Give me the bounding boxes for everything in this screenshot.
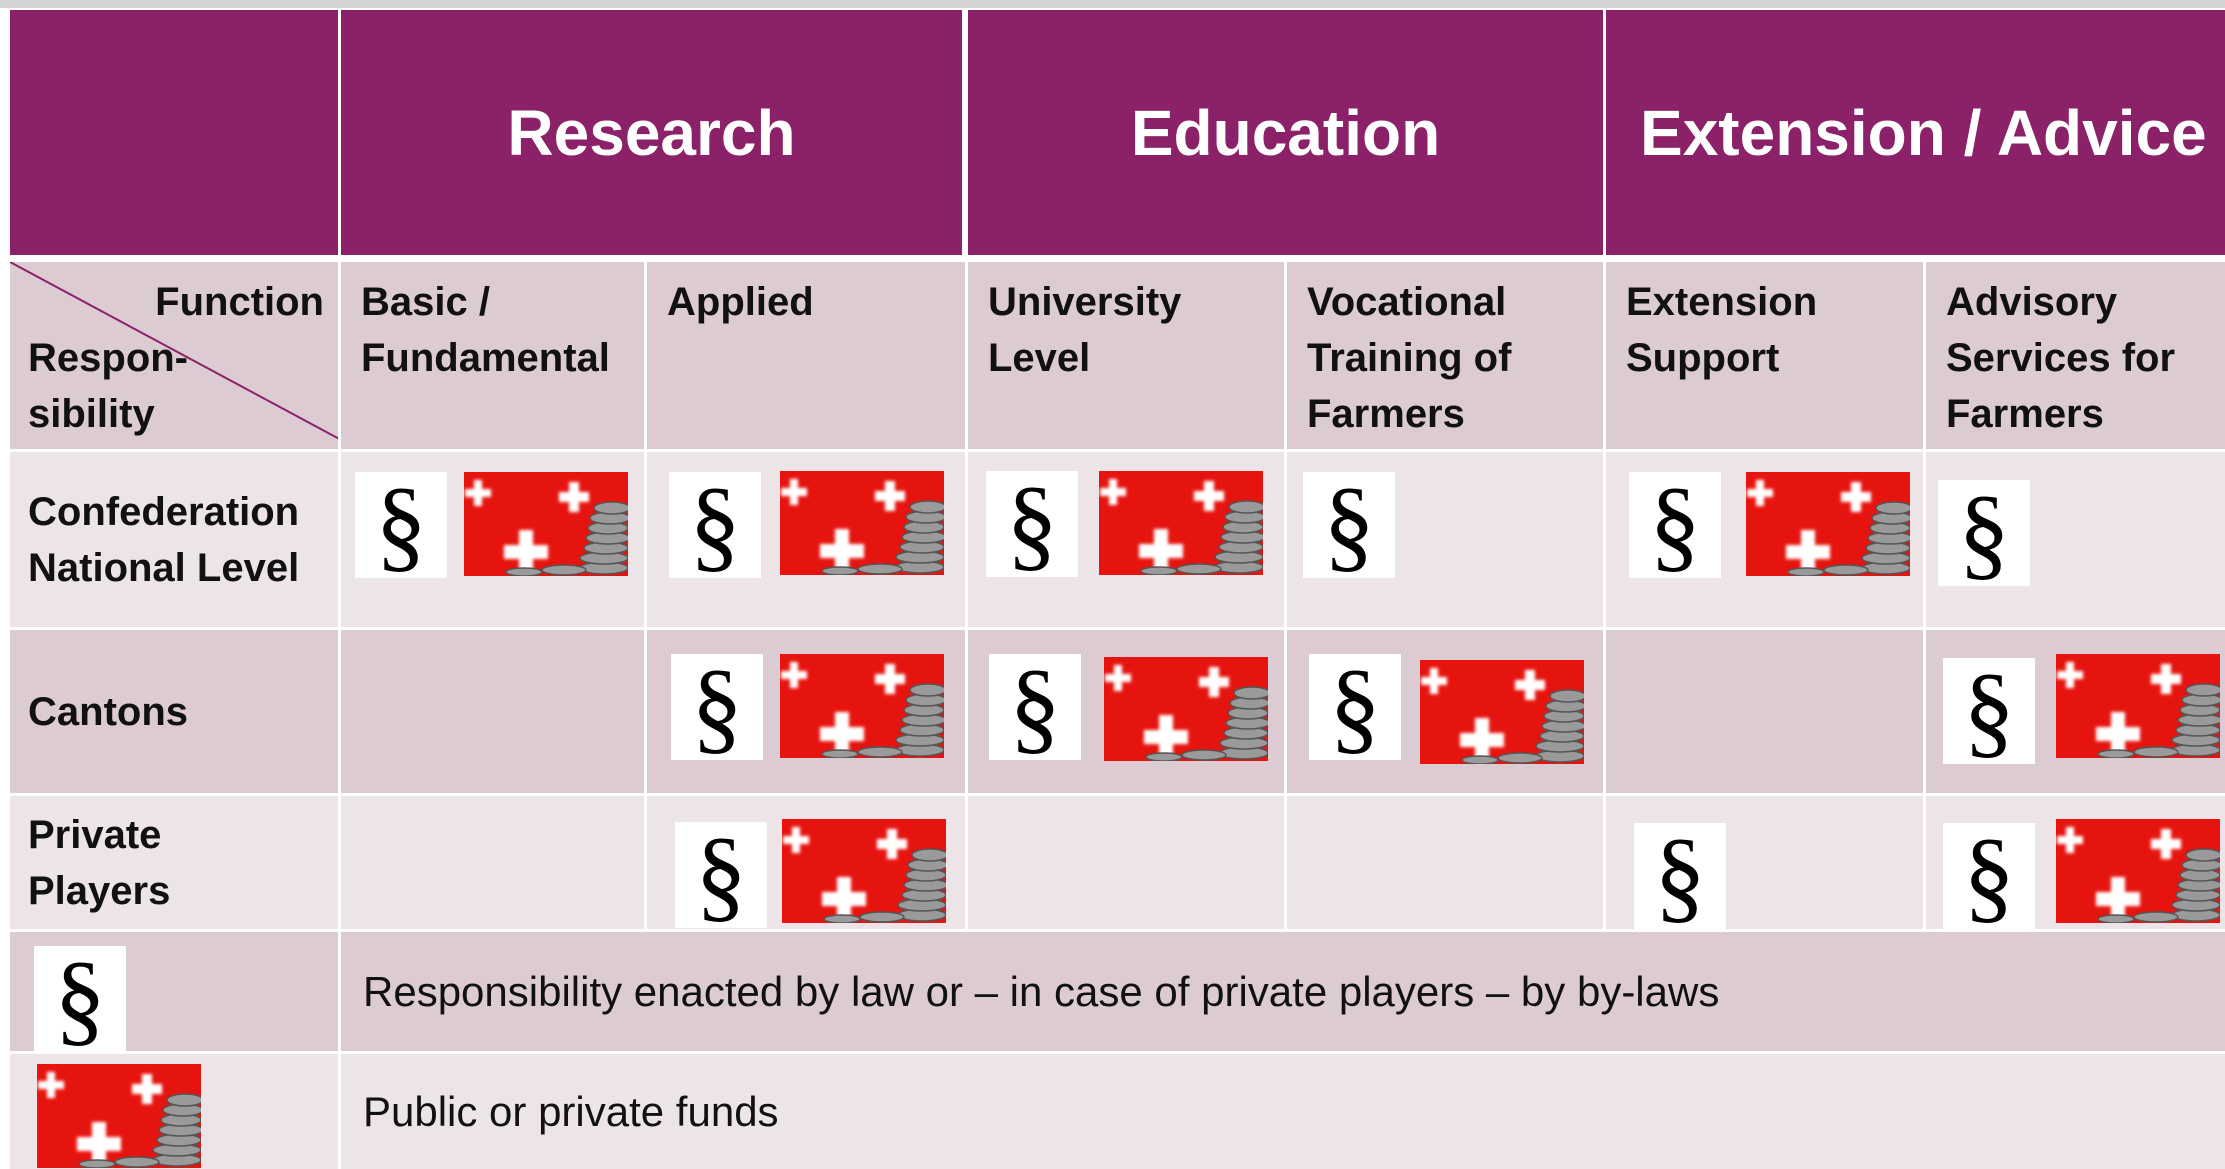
funds-icon [1420,660,1584,764]
funds-icon [2056,819,2220,923]
cell: § [1606,452,1923,627]
function-header: Applied [647,262,965,449]
funds-icon [2056,654,2220,758]
cell: § [968,452,1284,627]
cell [341,796,644,929]
law-icon: § [1943,823,2035,929]
cell: § [341,452,644,627]
corner-function: Function [155,280,324,324]
function-line: Support [1626,336,1780,380]
law-icon: § [989,654,1081,760]
law-icon: § [1629,472,1721,578]
top-strip [0,0,2225,8]
funds-icon [464,472,628,576]
cell [1287,796,1603,929]
cell [968,796,1284,929]
cell [341,630,644,793]
function-line: Fundamental [361,336,610,380]
function-line: Farmers [1307,392,1465,436]
cell: § [1606,796,1923,929]
row-line: Confederation [28,489,300,534]
group-label: Education [1130,96,1441,169]
funds-icon [780,471,944,575]
law-icon: § [1309,654,1401,760]
row-label: Private Players [10,796,338,929]
law-icon: § [986,471,1078,577]
group-header: Research [341,10,962,255]
law-icon: § [1634,823,1726,929]
function-line: Applied [667,280,814,324]
cell: § [647,452,965,627]
funds-icon [1746,472,1910,576]
legend-icon-cell [10,1054,338,1169]
row-label: Cantons [10,630,338,793]
law-icon: § [1938,480,2030,586]
function-line: Level [988,336,1091,380]
funds-icon [37,1064,201,1168]
law-icon: § [669,472,761,578]
function-line: Farmers [1946,392,2104,436]
funds-icon [1104,657,1268,761]
cell: § [1287,452,1603,627]
function-header: Vocational Training of Farmers [1287,262,1603,449]
function-line: Advisory [1946,280,2118,324]
law-icon: § [1303,472,1395,578]
row-line: Players [28,868,171,913]
function-header: Advisory Services for Farmers [1926,262,2225,449]
cell [1606,630,1923,793]
funds-icon [782,819,946,923]
function-line: University [988,280,1182,324]
function-header: Basic / Fundamental [341,262,644,449]
cell: § [647,630,965,793]
function-line: Basic / [361,280,490,324]
group-header: Extension / Advice [1606,10,2225,255]
cell: § [1926,630,2225,793]
corner-cell: Function Respon- sibility [10,262,338,449]
legend-text: Responsibility enacted by law or – in ca… [341,932,2225,1051]
cell: § [968,630,1284,793]
law-icon: § [671,654,763,760]
row-line: Cantons [28,689,188,734]
cell: § [1926,452,2225,627]
funds-icon [1099,471,1263,575]
diagonal [10,262,338,440]
corner-responsibility: Respon- [28,336,188,380]
function-line: Services for [1946,336,2176,380]
row-line: National Level [28,545,300,590]
law-icon: § [34,946,126,1051]
cell: § [1926,796,2225,929]
function-line: Extension [1626,280,1818,324]
law-icon: § [675,822,767,928]
function-header: University Level [968,262,1284,449]
row-label: Confederation National Level [10,452,338,627]
corner-responsibility: sibility [28,392,155,436]
cell: § [1287,630,1603,793]
function-line: Training of [1307,336,1512,380]
group-header: Education [968,10,1603,255]
cell: § [647,796,965,929]
legend-icon-cell: § [10,932,338,1051]
group-label: Extension / Advice [1640,96,2207,169]
function-header: Extension Support [1606,262,1923,449]
function-line: Vocational [1307,280,1507,324]
corner-header [10,10,338,255]
law-icon: § [1943,658,2035,764]
row-line: Private [28,812,162,857]
funds-icon [780,654,944,758]
group-label: Research [507,96,796,169]
legend-text: Public or private funds [341,1054,2225,1169]
law-icon: § [355,472,447,578]
